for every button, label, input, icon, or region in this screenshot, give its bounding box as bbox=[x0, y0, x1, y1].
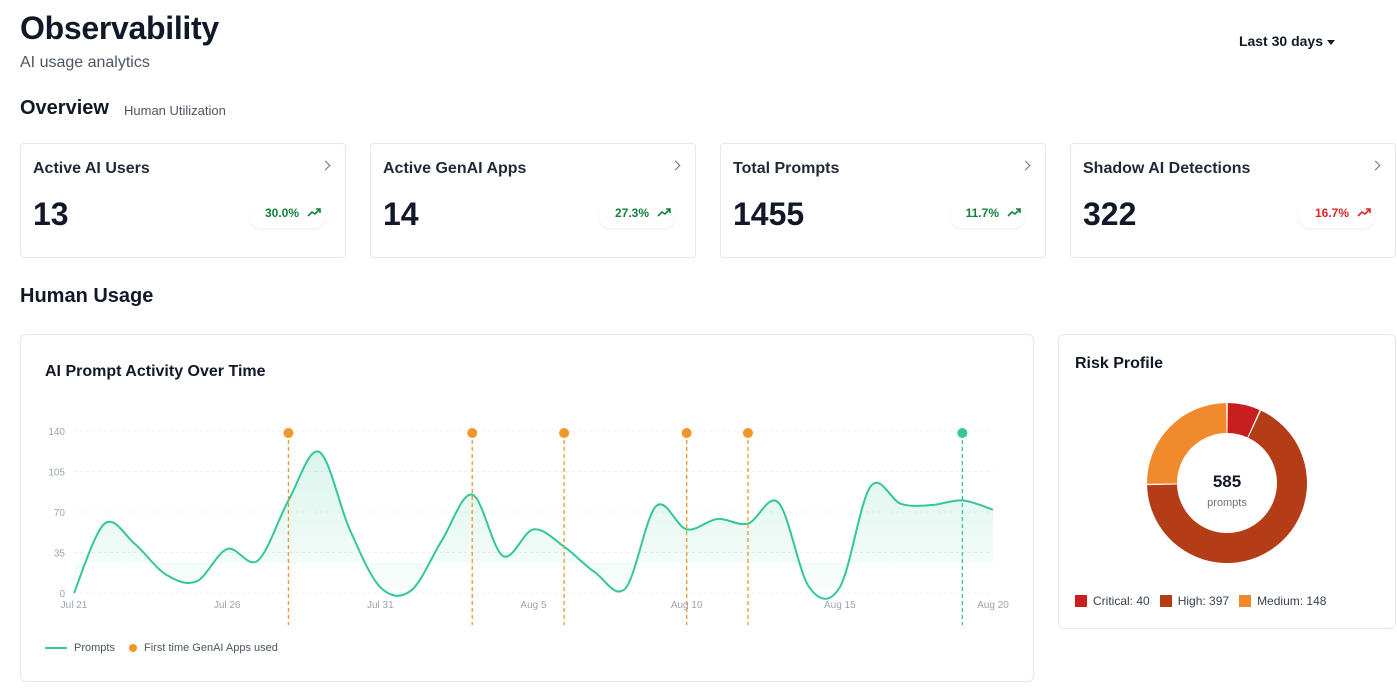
highlight-marker-dot[interactable] bbox=[957, 428, 968, 438]
event-marker-dot[interactable] bbox=[742, 428, 753, 438]
trend-up-icon bbox=[657, 208, 671, 217]
human-usage-title: Human Usage bbox=[20, 285, 154, 307]
stat-card-value: 13 bbox=[33, 196, 69, 232]
stat-card-label: Total Prompts bbox=[733, 160, 840, 177]
x-tick-label: Aug 15 bbox=[824, 600, 856, 611]
chevron-right-icon bbox=[1370, 160, 1381, 171]
donut-slice-medium[interactable] bbox=[1147, 403, 1227, 484]
event-marker-dot[interactable] bbox=[283, 428, 294, 438]
overview-subtitle: Human Utilization bbox=[124, 103, 226, 118]
trend-badge: 30.0% bbox=[249, 202, 325, 228]
risk-profile-donut: 585 prompts bbox=[1147, 403, 1307, 563]
legend-first-time-apps-label: First time GenAI Apps used bbox=[144, 642, 278, 654]
stat-card-label: Active AI Users bbox=[33, 160, 150, 177]
trend-percent: 16.7% bbox=[1314, 206, 1349, 220]
x-tick-label: Jul 21 bbox=[61, 600, 88, 611]
risk-legend-label: Critical: 40 bbox=[1093, 594, 1150, 608]
trend-percent: 27.3% bbox=[614, 206, 649, 220]
trend-badge: 27.3% bbox=[599, 202, 675, 228]
trend-percent: 30.0% bbox=[264, 206, 299, 220]
risk-legend: Critical: 40 High: 397 Medium: 148 bbox=[1075, 594, 1328, 608]
event-marker-dot[interactable] bbox=[559, 428, 570, 438]
legend-prompts-label: Prompts bbox=[74, 642, 115, 654]
risk-legend-item[interactable]: Critical: 40 bbox=[1075, 594, 1150, 608]
stat-card[interactable]: Active GenAI Apps 14 27.3% bbox=[370, 143, 696, 258]
trend-up-icon bbox=[307, 208, 321, 217]
prompt-activity-title: AI Prompt Activity Over Time bbox=[45, 363, 266, 380]
risk-legend-label: Medium: 148 bbox=[1257, 594, 1327, 608]
legend-line-icon bbox=[45, 647, 67, 649]
legend-swatch bbox=[1239, 595, 1252, 607]
y-tick-label: 70 bbox=[54, 508, 66, 519]
legend-first-time-apps[interactable]: First time GenAI Apps used bbox=[129, 642, 278, 654]
trend-up-icon bbox=[1357, 208, 1371, 217]
stat-card[interactable]: Active AI Users 13 30.0% bbox=[20, 143, 346, 258]
y-tick-label: 105 bbox=[48, 468, 65, 479]
event-marker-dot[interactable] bbox=[681, 428, 692, 438]
risk-legend-item[interactable]: Medium: 148 bbox=[1239, 594, 1326, 608]
legend-swatch bbox=[1159, 595, 1172, 607]
donut-center-value: 585 bbox=[1213, 472, 1241, 491]
donut-center-label: prompts bbox=[1207, 497, 1247, 509]
legend-dot-icon bbox=[129, 644, 137, 652]
y-tick-label: 35 bbox=[54, 549, 66, 560]
page-subtitle: AI usage analytics bbox=[20, 54, 150, 71]
donut-slice-high[interactable] bbox=[1147, 410, 1307, 563]
x-tick-label: Aug 5 bbox=[520, 600, 547, 611]
prompt-activity-chart: 0 35 70 105 140 Jul 21 Jul 26 Jul 31 Aug 5 Aug 10… bbox=[48, 427, 1009, 625]
prompt-activity-panel: AI Prompt Activity Over Time 0 35 70 105 140… bbox=[20, 334, 1034, 682]
x-tick-label: Aug 20 bbox=[977, 600, 1009, 611]
prompts-line bbox=[73, 450, 994, 600]
prompts-area bbox=[74, 451, 993, 599]
risk-legend-label: High: 397 bbox=[1177, 594, 1230, 608]
y-tick-label: 0 bbox=[59, 589, 65, 600]
x-tick-label: Jul 26 bbox=[214, 600, 241, 611]
x-tick-label: Aug 10 bbox=[671, 600, 703, 611]
caret-down-icon bbox=[1327, 39, 1335, 45]
risk-profile-title: Risk Profile bbox=[1075, 355, 1164, 372]
y-tick-label: 140 bbox=[48, 427, 65, 438]
event-marker-dot[interactable] bbox=[467, 428, 478, 438]
chevron-right-icon bbox=[1020, 160, 1031, 171]
risk-legend-item[interactable]: High: 397 bbox=[1159, 594, 1230, 608]
stat-card-label: Shadow AI Detections bbox=[1083, 160, 1251, 177]
page-title: Observability bbox=[20, 10, 219, 46]
trend-badge: 11.7% bbox=[950, 202, 1025, 228]
legend-swatch bbox=[1075, 595, 1087, 607]
stat-card[interactable]: Total Prompts 1455 11.7% bbox=[720, 143, 1046, 258]
date-range-label: Last 30 days bbox=[1238, 33, 1323, 49]
risk-profile-panel: Risk Profile 585 prompts Critical: 40 High… bbox=[1058, 334, 1396, 629]
chevron-right-icon bbox=[670, 160, 681, 171]
chevron-right-icon bbox=[320, 160, 331, 171]
overview-title: Overview bbox=[20, 97, 109, 119]
stat-card-value: 322 bbox=[1083, 196, 1137, 232]
stat-card-value: 14 bbox=[383, 196, 419, 232]
trend-percent: 11.7% bbox=[965, 206, 999, 220]
stat-card-label: Active GenAI Apps bbox=[383, 160, 527, 177]
date-range-dropdown[interactable]: Last 30 days bbox=[1239, 33, 1335, 49]
stat-card-value: 1455 bbox=[733, 196, 805, 232]
trend-badge: 16.7% bbox=[1299, 202, 1375, 228]
stat-card[interactable]: Shadow AI Detections 322 16.7% bbox=[1070, 143, 1396, 258]
trend-up-icon bbox=[1007, 208, 1021, 217]
legend-prompts[interactable]: Prompts bbox=[45, 642, 115, 654]
donut-slice-critical[interactable] bbox=[1227, 403, 1260, 438]
x-tick-label: Jul 31 bbox=[367, 600, 394, 611]
